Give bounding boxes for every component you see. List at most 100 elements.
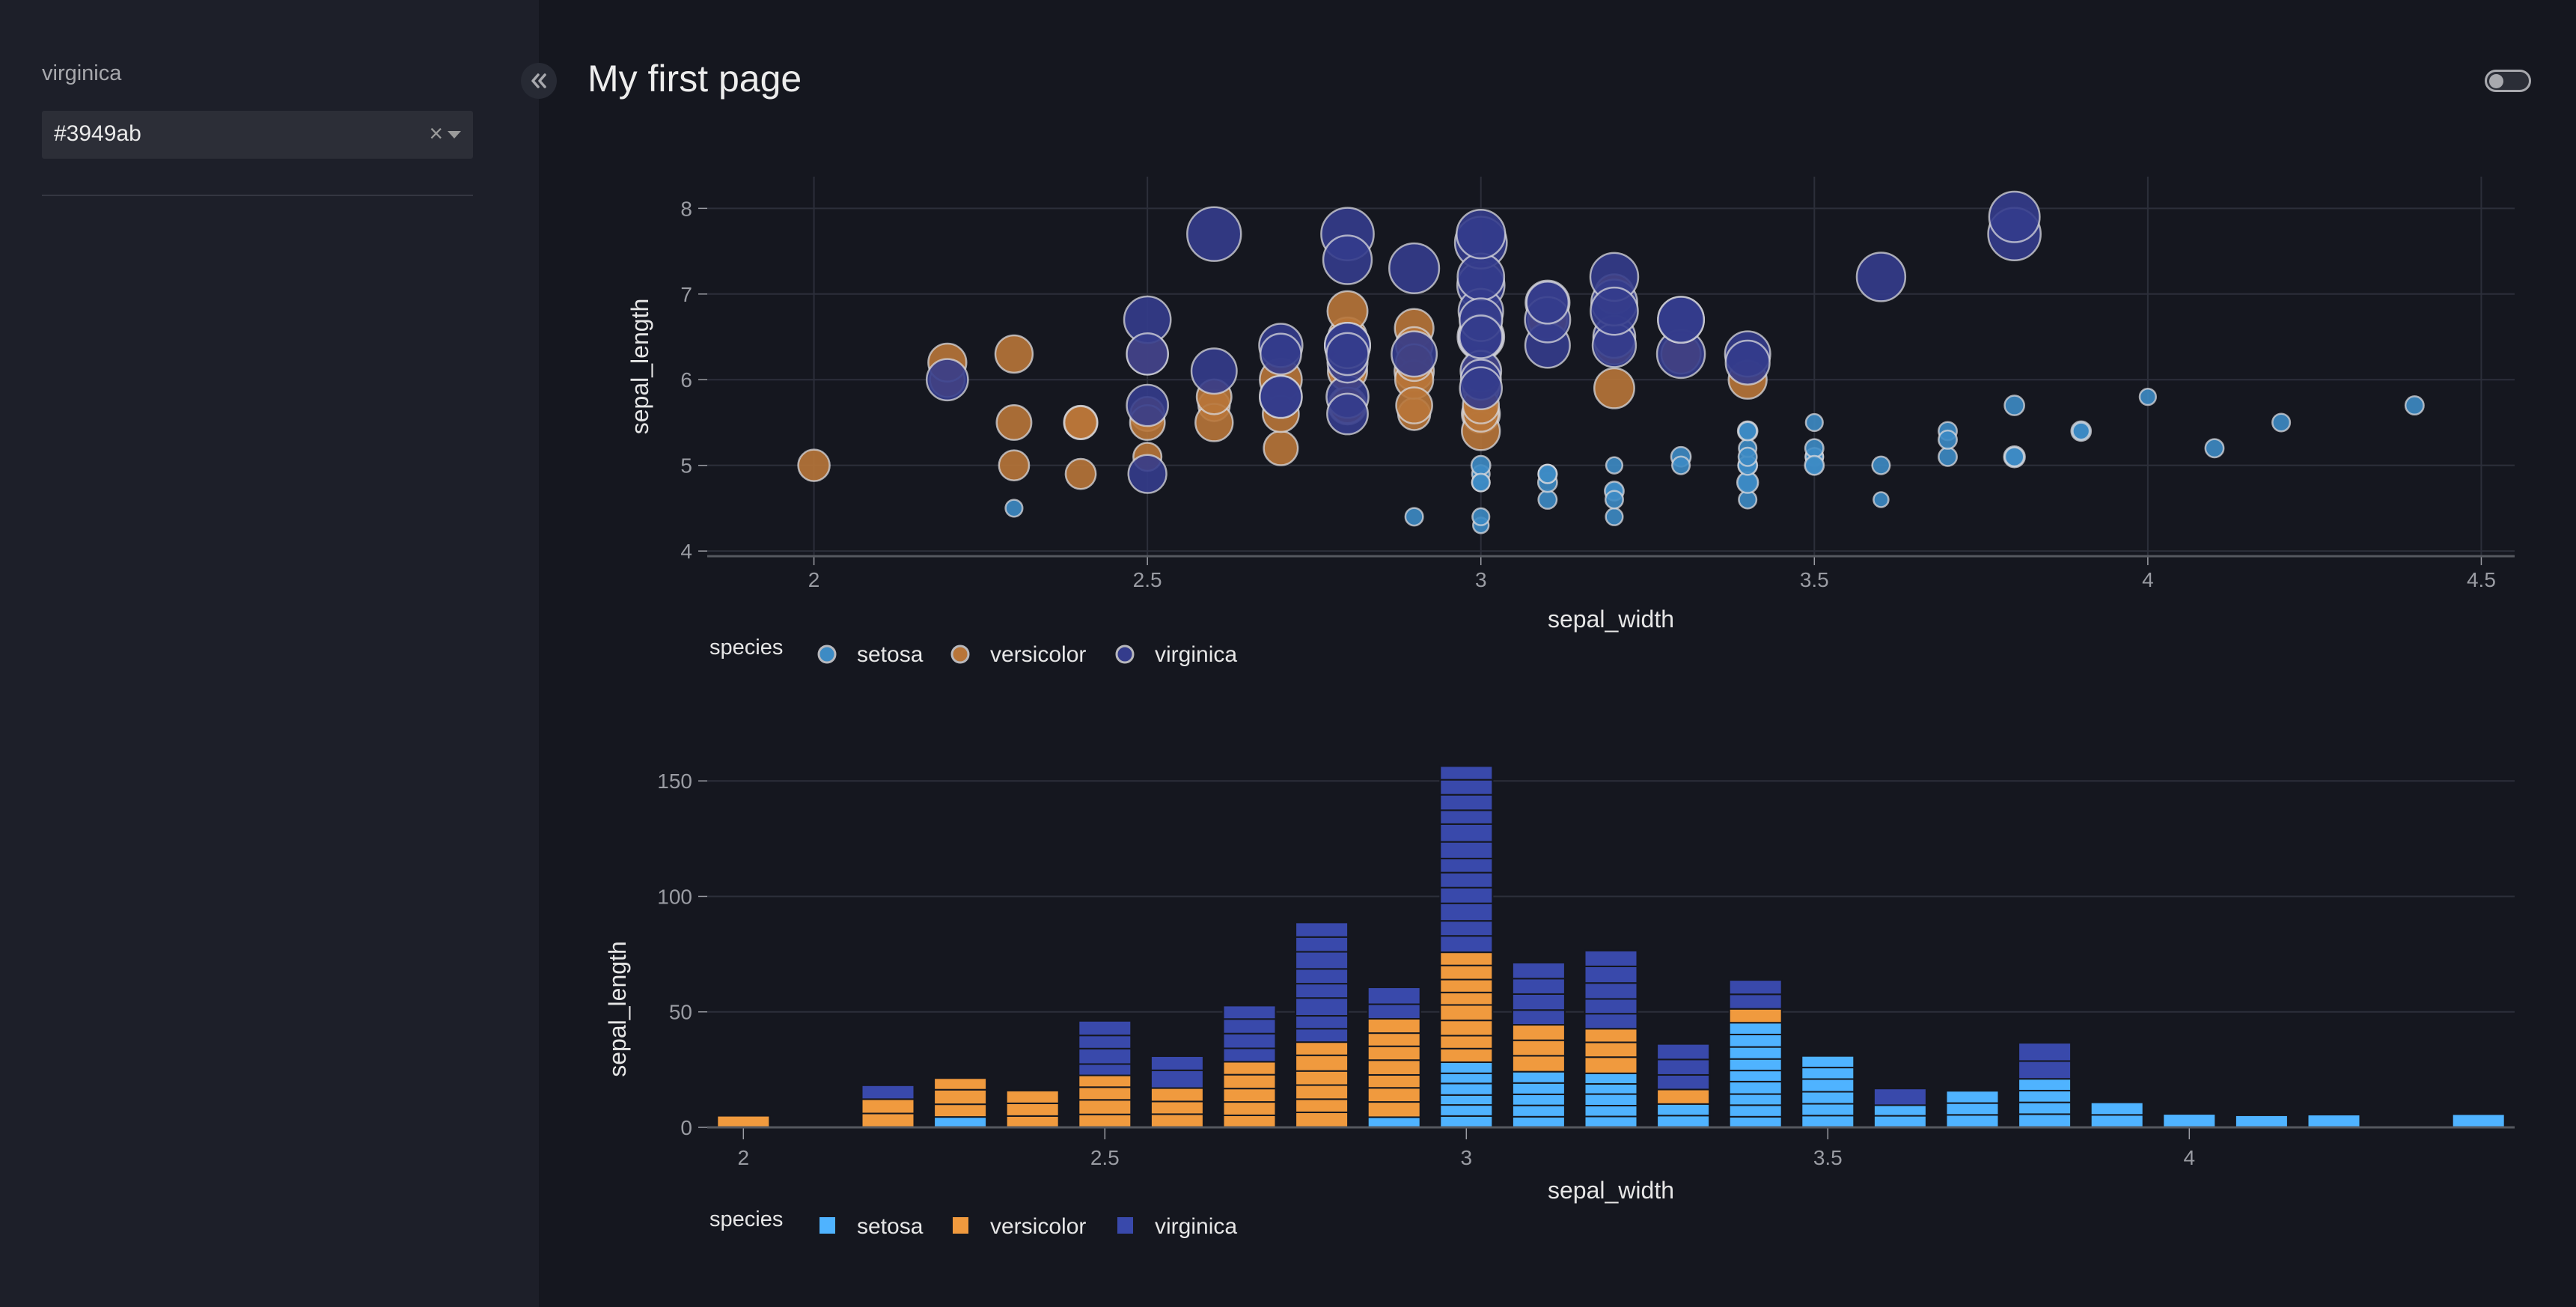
scatter-point-virginica <box>1126 383 1170 427</box>
legend-label-versicolor: versicolor <box>990 642 1086 667</box>
theme-toggle[interactable] <box>2485 70 2531 92</box>
bar-segment-versicolor <box>1584 1056 1638 1074</box>
scatter-point-setosa <box>1873 491 1890 508</box>
scatter-point-setosa <box>1404 507 1424 527</box>
collapse-sidebar-button[interactable] <box>521 63 557 99</box>
bar-segment-virginica <box>1439 809 1494 825</box>
scatter-point-setosa <box>2072 421 2091 441</box>
y-axis-title: sepal_length <box>604 941 631 1076</box>
bar-segment-setosa <box>2090 1101 2144 1116</box>
scatter-point-versicolor <box>1063 405 1099 440</box>
bar-segment-versicolor <box>1295 1054 1349 1072</box>
bar-segment-versicolor <box>933 1088 988 1106</box>
bar-segment-virginica <box>1584 949 1638 967</box>
y-tick-label: 4 <box>680 540 692 563</box>
bar-segment-versicolor <box>861 1098 915 1115</box>
bar-segment-setosa <box>1511 1104 1566 1118</box>
bar-segment-virginica <box>1295 1014 1349 1030</box>
scatter-point-virginica <box>1525 280 1570 325</box>
y-tick-label: 5 <box>680 454 692 478</box>
bar-segment-versicolor <box>1439 1004 1494 1022</box>
legend-marker-virginica <box>1117 1217 1133 1234</box>
bar-segment-setosa <box>1511 1093 1566 1106</box>
chevron-down-icon[interactable] <box>448 131 461 138</box>
scatter-point-virginica <box>1458 314 1504 359</box>
bar-segment-versicolor <box>1511 1055 1566 1073</box>
scatter-point-virginica <box>1855 252 1907 302</box>
bar-segment-setosa <box>1511 1070 1566 1084</box>
bar-segment-versicolor <box>1439 1020 1494 1037</box>
legend-title: species <box>709 636 783 659</box>
bar-segment-virginica <box>1295 997 1349 1017</box>
bar-segment-setosa <box>1728 1093 1783 1106</box>
bar-segment-setosa <box>2234 1114 2289 1129</box>
bar-segment-versicolor <box>1511 1024 1566 1041</box>
scatter-point-setosa <box>1471 507 1491 526</box>
scatter-point-virginica <box>1459 366 1504 410</box>
bar-segment-setosa <box>1945 1090 2000 1104</box>
y-tick-label: 8 <box>680 197 692 220</box>
x-tick-label: 3 <box>1461 1146 1473 1169</box>
bar-segment-versicolor <box>1511 1039 1566 1057</box>
bar-segment-versicolor <box>1439 964 1494 981</box>
bar-segment-setosa <box>1728 1115 1783 1128</box>
color-select[interactable]: #3949ab × <box>42 111 473 159</box>
bar-segment-setosa <box>1728 1104 1783 1118</box>
bar-segment-versicolor <box>716 1115 771 1129</box>
bar-chart: 0 50 100 150 2 2.5 3 3.5 4 sepal_width sepal_lengt… <box>604 765 2515 1239</box>
bar-segment-virginica <box>1078 1047 1132 1065</box>
scatter-point-setosa <box>1605 456 1624 475</box>
scatter-point-setosa <box>2404 395 2425 416</box>
bar-segment-versicolor <box>1295 1070 1349 1086</box>
bar-segment-versicolor <box>1367 1017 1421 1035</box>
bar-segment-versicolor <box>1222 1073 1277 1090</box>
bar-segment-virginica <box>1728 993 1783 1010</box>
bar-segment-virginica <box>1078 1063 1132 1076</box>
bar-segment-setosa <box>1728 1070 1783 1082</box>
bar-segment-virginica <box>1150 1069 1204 1089</box>
scatter-point-setosa <box>1004 499 1024 518</box>
bar-segment-virginica <box>1511 978 1566 995</box>
clear-icon[interactable]: × <box>429 120 443 147</box>
scatter-point-virginica <box>1590 286 1639 336</box>
toggle-knob <box>2489 74 2503 88</box>
x-axis-title: sepal_width <box>1548 606 1674 633</box>
bar-segment-virginica <box>1439 902 1494 922</box>
bar-segment-virginica <box>1873 1088 1927 1106</box>
bar-segment-versicolor <box>1078 1086 1132 1101</box>
bar-segment-virginica <box>1584 998 1638 1015</box>
bar-segment-setosa <box>1584 1082 1638 1095</box>
page-title: My first page <box>587 58 802 100</box>
bar-segment-virginica <box>1439 857 1494 874</box>
bar-segment-versicolor <box>1150 1113 1204 1128</box>
bar-segment-versicolor <box>1222 1114 1277 1129</box>
bar-segment-versicolor <box>1584 1041 1638 1058</box>
bar-segment-virginica <box>1439 765 1494 781</box>
bar-segment-setosa <box>1873 1104 1927 1117</box>
bar-segment-setosa <box>2018 1089 2072 1103</box>
bar-segment-virginica <box>1295 951 1349 970</box>
bar-segment-versicolor <box>1367 1045 1421 1061</box>
bar-segment-virginica <box>1078 1020 1132 1037</box>
scatter-point-versicolor <box>994 334 1034 374</box>
bar-segment-virginica <box>1656 1043 1711 1061</box>
bar-segment-setosa <box>1439 1104 1494 1117</box>
scatter-point-versicolor <box>1263 430 1299 466</box>
x-axis-title: sepal_width <box>1548 1177 1674 1204</box>
bar-segment-virginica <box>1295 921 1349 938</box>
y-tick-label: 7 <box>680 283 692 306</box>
scatter-point-setosa <box>2003 446 2025 468</box>
scatter-point-setosa <box>2003 394 2025 416</box>
bar-segment-setosa <box>1728 1058 1783 1072</box>
bar-segment-setosa <box>1873 1115 1927 1129</box>
bar-segment-setosa <box>1728 1022 1783 1035</box>
bar-segment-versicolor <box>1295 1041 1349 1056</box>
bar-segment-setosa <box>1656 1103 1711 1117</box>
legend-label-virginica: virginica <box>1155 1214 1237 1239</box>
bar-segment-setosa <box>1439 1072 1494 1085</box>
color-select-value: #3949ab <box>54 121 141 146</box>
bar-segment-virginica <box>1150 1055 1204 1071</box>
bar-segment-setosa <box>2018 1078 2072 1091</box>
bar-segment-setosa <box>1801 1055 1855 1069</box>
scatter-point-setosa <box>1737 421 1758 442</box>
